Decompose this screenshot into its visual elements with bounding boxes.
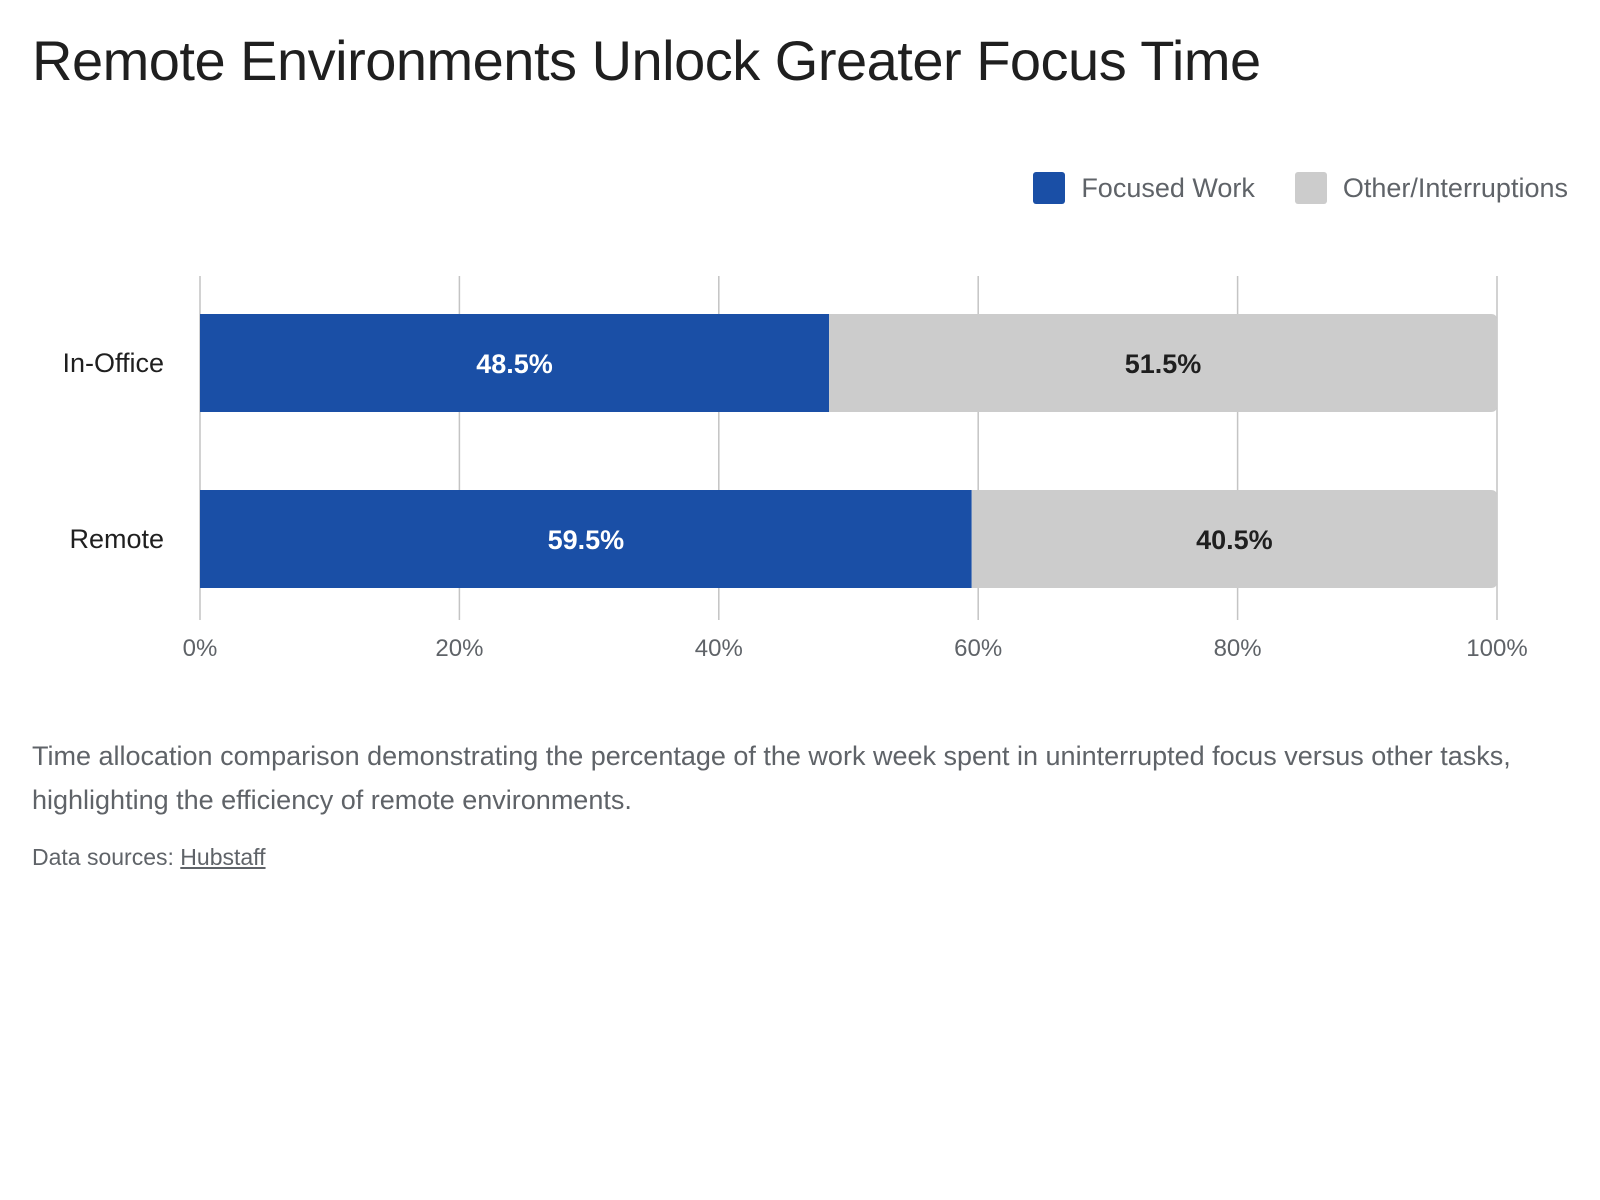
stacked-bar-chart: 48.5% 51.5% In-Office 59.5% 40.5% Remote 0% 20%… <box>62 276 1528 662</box>
x-tick-label-4: 80% <box>1214 635 1262 662</box>
chart-legend: Focused Work Other/Interruptions <box>1033 172 1568 204</box>
x-tick-label-1: 20% <box>435 635 483 662</box>
chart-caption: Time allocation comparison demonstrating… <box>32 741 1511 815</box>
data-label-in-office-focused-work: 48.5% <box>476 349 553 379</box>
legend-item-other-interruptions: Other/Interruptions <box>1294 172 1568 204</box>
legend-label-other-interruptions: Other/Interruptions <box>1342 172 1568 203</box>
bar-remote-focused-work <box>200 490 972 588</box>
x-tick-label-0: 0% <box>183 635 218 662</box>
legend-label-focused-work: Focused Work <box>1081 172 1255 203</box>
bar-remote-other-interruptions <box>971 490 1497 588</box>
legend-item-focused-work: Focused Work <box>1033 172 1255 204</box>
data-sources: Data sources: Hubstaff <box>32 844 266 871</box>
category-label-remote: Remote <box>69 524 164 554</box>
bar-in-office-focused-work <box>200 314 830 412</box>
chart-title: Remote Environments Unlock Greater Focus… <box>32 29 1261 92</box>
data-source-link[interactable]: Hubstaff <box>180 844 266 870</box>
data-label-remote-other-interruptions: 40.5% <box>1196 525 1273 555</box>
x-tick-label-2: 40% <box>695 635 743 662</box>
legend-swatch-focused-work <box>1033 172 1066 204</box>
category-label-in-office: In-Office <box>62 348 164 378</box>
x-tick-label-5: 100% <box>1466 635 1527 662</box>
x-tick-label-3: 60% <box>954 635 1002 662</box>
data-label-remote-focused-work: 59.5% <box>548 525 625 555</box>
data-label-in-office-other-interruptions: 51.5% <box>1125 349 1202 379</box>
legend-swatch-other-interruptions <box>1294 172 1327 204</box>
data-sources-label: Data sources: <box>32 844 174 870</box>
bar-in-office-other-interruptions <box>829 314 1497 412</box>
